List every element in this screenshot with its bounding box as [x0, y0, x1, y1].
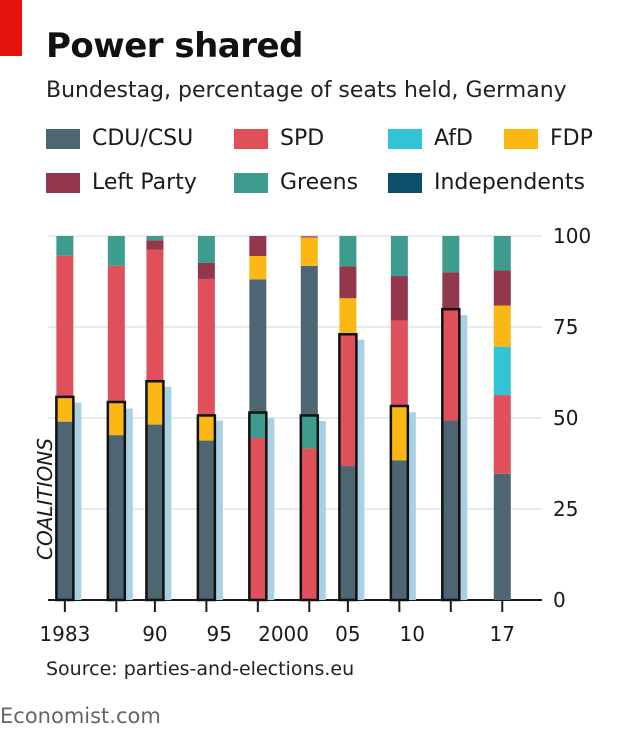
legend-swatch-cdu-csu	[46, 128, 80, 149]
bar-segment-1983-cdu-csu	[56, 421, 74, 600]
coalition-share-bar-2013	[460, 314, 468, 600]
x-tick-label-95: 95	[207, 622, 232, 646]
legend-label-greens: Greens	[280, 170, 359, 195]
y-tick-label-100: 100	[553, 224, 591, 248]
bar-segment-1990-greens	[146, 236, 164, 241]
legend-label-afd: AfD	[434, 126, 473, 151]
brand-logo-text: Economist.com	[0, 704, 161, 728]
x-tick-label-1983: 1983	[39, 622, 90, 646]
bar-segment-2017-cdu-csu	[493, 473, 511, 600]
bar-segment-2013-left-party	[442, 272, 460, 310]
y-tick-label-75: 75	[553, 315, 578, 339]
legend-label-independents: Independents	[434, 170, 585, 195]
coalitions-label: COALITIONS	[33, 438, 57, 560]
bar-segment-2002-fdp	[300, 237, 318, 266]
bar-segment-2005-cdu-csu	[339, 466, 357, 600]
coalition-share-bar-2005	[357, 339, 365, 600]
bar-segment-2002-cdu-csu	[300, 265, 318, 416]
y-tick-label-0: 0	[553, 588, 566, 612]
legend-swatch-independents	[388, 172, 422, 193]
bar-segment-1990-left-party	[146, 240, 164, 250]
y-tick-label-25: 25	[553, 497, 578, 521]
bar-segment-1994-fdp	[197, 415, 215, 441]
chart-title: Power shared	[46, 26, 303, 66]
coalition-share-bar-2009	[408, 412, 416, 600]
bar-segment-2005-greens	[339, 236, 357, 267]
legend-item-greens: Greens	[234, 170, 358, 195]
coalition-share-bar-1990	[164, 386, 172, 600]
bar-segment-2013-cdu-csu	[442, 420, 460, 600]
bar-segment-1994-cdu-csu	[197, 440, 215, 600]
legend-item-afd: AfD	[388, 126, 473, 151]
legend-item-cdu-csu: CDU/CSU	[46, 126, 193, 151]
bar-segment-1998-cdu-csu	[249, 279, 267, 413]
legend-label-cdu-csu: CDU/CSU	[92, 126, 194, 151]
x-tick-label-10: 10	[399, 622, 424, 646]
legend-swatch-left-party	[46, 172, 80, 193]
x-tick-label-90: 90	[142, 622, 167, 646]
x-tick-label-2000: 2000	[258, 622, 309, 646]
legend-item-fdp: FDP	[504, 126, 593, 151]
bar-segment-2005-left-party	[339, 266, 357, 299]
bar-segment-2009-fdp	[390, 405, 408, 461]
bar-segment-1990-fdp	[146, 381, 164, 425]
bar-segment-2009-spd	[390, 320, 408, 406]
bar-segment-1983-greens	[56, 236, 74, 256]
legend-swatch-spd	[234, 128, 268, 149]
bar-segment-2017-left-party	[493, 270, 511, 306]
bar-segment-1994-left-party	[197, 262, 215, 279]
accent-bar	[0, 0, 22, 56]
bar-segment-2009-left-party	[390, 276, 408, 321]
source-note: Source: parties-and-elections.eu	[46, 658, 355, 680]
bar-segment-2005-spd	[339, 334, 357, 467]
y-tick-label-50: 50	[553, 406, 578, 430]
bar-segment-2002-left-party	[300, 236, 318, 238]
legend-item-left-party: Left Party	[46, 170, 197, 195]
legend-label-spd: SPD	[280, 126, 325, 151]
bar-segment-1998-left-party	[249, 236, 267, 257]
bar-segment-1990-spd	[146, 249, 164, 382]
bar-segment-1983-spd	[56, 255, 74, 397]
legend-label-fdp: FDP	[550, 126, 593, 151]
bar-segment-2013-greens	[442, 236, 460, 273]
bar-segment-2002-spd	[300, 448, 318, 600]
bar-segment-1987-cdu-csu	[107, 435, 125, 600]
bar-segment-2017-afd	[493, 346, 511, 396]
bar-segment-2017-spd	[493, 395, 511, 474]
legend-swatch-afd	[388, 128, 422, 149]
bar-segment-1994-spd	[197, 278, 215, 416]
coalition-share-bar-1994	[215, 420, 223, 600]
bar-segment-1990-cdu-csu	[146, 424, 164, 600]
bar-segment-2002-greens	[300, 415, 318, 449]
bar-segment-2013-spd	[442, 309, 460, 421]
bar-segment-1998-spd	[249, 438, 267, 600]
legend-swatch-fdp	[504, 128, 538, 149]
bar-segment-1987-spd	[107, 265, 125, 402]
bar-segment-2009-greens	[390, 236, 408, 277]
bar-segment-1987-greens	[107, 236, 125, 266]
legend-label-left-party: Left Party	[92, 170, 197, 195]
coalition-share-bar-1998	[267, 418, 275, 600]
legend-swatch-greens	[234, 172, 268, 193]
coalition-share-bar-1987	[125, 408, 133, 600]
x-tick-label-17: 17	[490, 622, 515, 646]
bar-segment-2009-cdu-csu	[390, 460, 408, 600]
bar-segment-1983-fdp	[56, 396, 74, 422]
coalition-share-bar-2002	[318, 420, 326, 600]
bar-segment-2017-fdp	[493, 305, 511, 347]
bar-segment-1998-greens	[249, 412, 267, 439]
legend-item-spd: SPD	[234, 126, 324, 151]
chart-subtitle: Bundestag, percentage of seats held, Ger…	[46, 78, 567, 103]
bar-segment-2017-greens	[493, 236, 511, 271]
bar-segment-1994-greens	[197, 236, 215, 263]
bar-segment-1987-fdp	[107, 401, 125, 436]
bar-segment-2005-fdp	[339, 298, 357, 335]
x-tick-label-05: 05	[335, 622, 360, 646]
bar-segment-1998-fdp	[249, 256, 267, 280]
legend-item-independents: Independents	[388, 170, 585, 195]
coalition-share-bar-1983	[74, 402, 82, 600]
